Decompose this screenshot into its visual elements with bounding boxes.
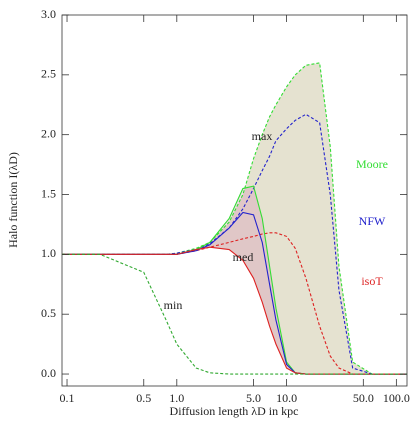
annotation: max	[252, 129, 273, 143]
x-tick-label: 5.0	[246, 391, 261, 405]
series-line	[62, 232, 407, 375]
annotation: med	[233, 250, 254, 264]
legend-label: Moore	[356, 157, 388, 171]
series-line	[62, 62, 407, 375]
x-tick-label: 0.5	[136, 391, 151, 405]
y-tick-label: 1.0	[41, 246, 56, 260]
series-line	[62, 253, 407, 375]
x-tick-label: 100.0	[383, 391, 410, 405]
y-tick-label: 0.5	[41, 306, 56, 320]
y-tick-label: 1.5	[41, 186, 56, 200]
y-tick-label: 2.5	[41, 67, 56, 81]
legend-label: NFW	[359, 214, 386, 228]
x-tick-label: 0.1	[60, 391, 75, 405]
y-tick-label: 3.0	[41, 7, 56, 21]
band	[62, 62, 407, 375]
x-tick-label: 50.0	[353, 391, 374, 405]
y-axis-label: Halo function I(λD)	[6, 152, 20, 248]
annotation: min	[164, 298, 183, 312]
lines	[62, 62, 407, 375]
plot-frame	[61, 14, 408, 387]
band	[62, 186, 407, 375]
legend-label: isoT	[361, 274, 383, 288]
series-line	[62, 246, 407, 375]
x-tick-label: 10.0	[276, 391, 297, 405]
x-tick-label: 1.0	[169, 391, 184, 405]
y-tick-label: 0.0	[41, 366, 56, 380]
areas	[62, 62, 407, 375]
y-tick-label: 2.0	[41, 126, 56, 140]
series-line	[62, 113, 407, 375]
x-axis-label: Diffusion length λD in kpc	[170, 404, 299, 418]
